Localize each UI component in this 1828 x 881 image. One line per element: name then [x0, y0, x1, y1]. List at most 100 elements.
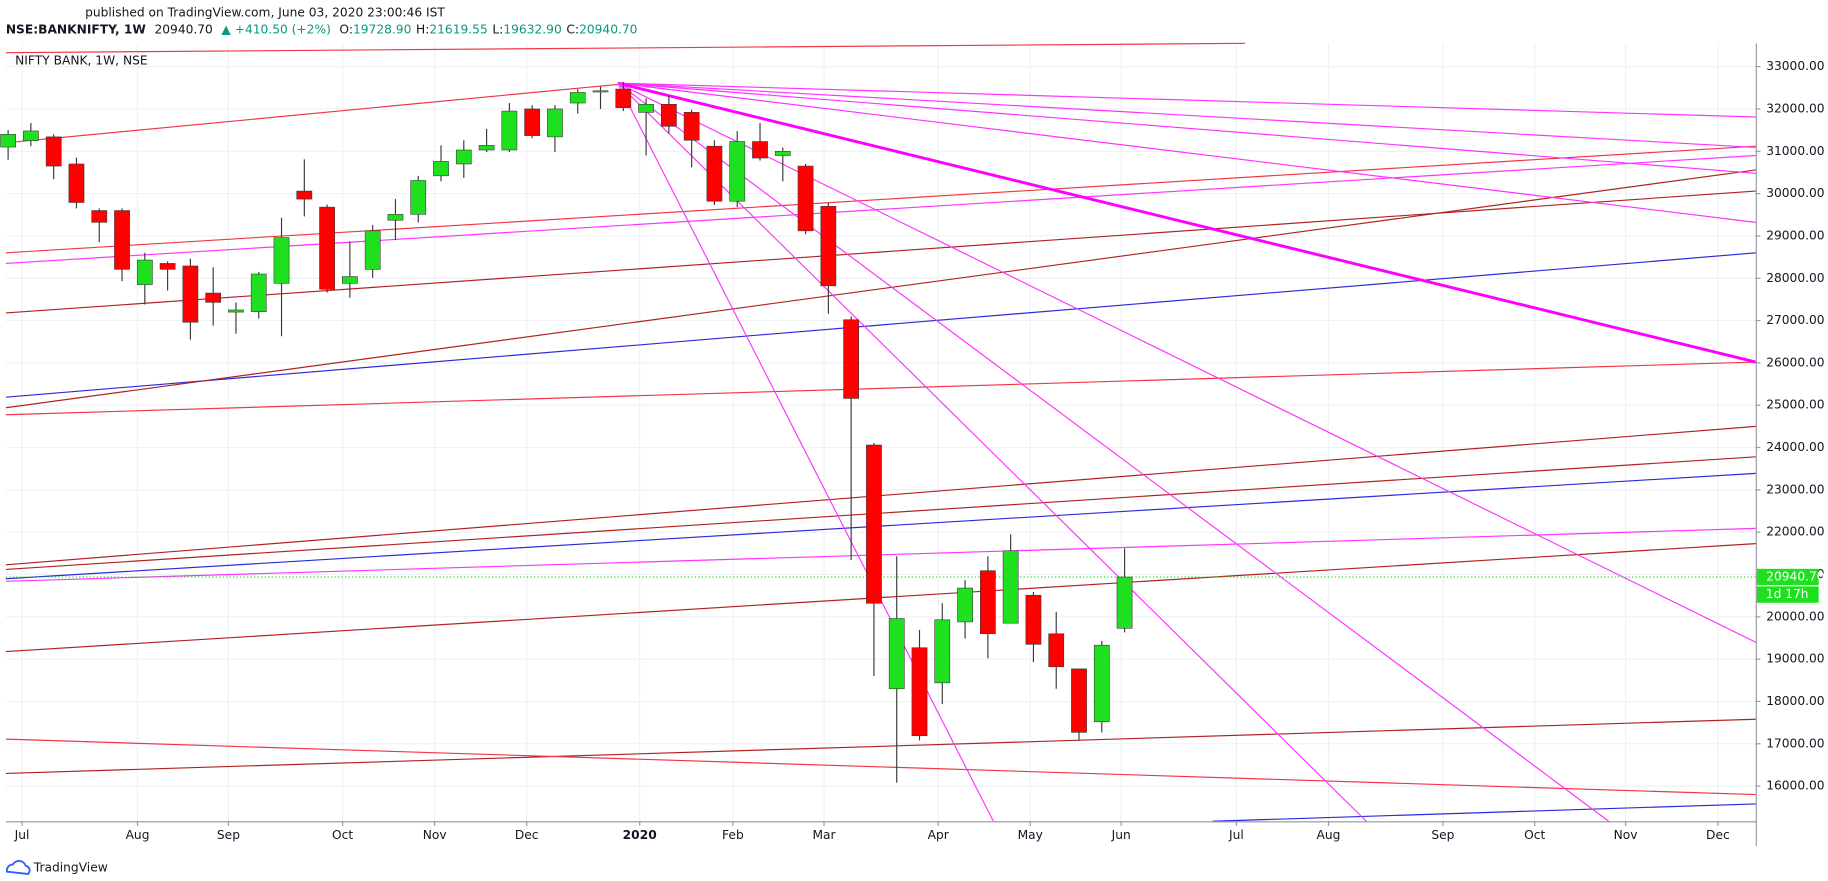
candle-body: [547, 108, 563, 138]
candle-body: [592, 90, 609, 93]
y-tick-label: 25000.00: [1766, 398, 1824, 412]
candle-body: [114, 210, 130, 270]
candle-body: [387, 214, 404, 221]
trendline: [5, 252, 1756, 398]
brand: TradingView: [33, 861, 108, 875]
candle-body: [250, 273, 267, 312]
x-tick-label: Feb: [722, 828, 744, 842]
trendline: [5, 154, 1756, 265]
price-axis-border: [1755, 43, 1757, 846]
x-tick-label: Jun: [1111, 828, 1131, 842]
last-price-box: [1756, 568, 1819, 586]
ohlc-label: L:: [492, 22, 503, 36]
x-tick-label: Mar: [812, 828, 836, 842]
y-tick-label: 22000.00: [1766, 525, 1824, 539]
candle-body: [888, 618, 905, 690]
candle-body: [752, 141, 768, 159]
y-tick-label: 27000.00: [1766, 313, 1824, 327]
trendline: [617, 81, 1757, 364]
x-tick-label: Sep: [1431, 828, 1454, 842]
last: 20940.70: [154, 22, 212, 36]
x-tick-label: Dec: [1706, 828, 1730, 842]
candle-body: [661, 103, 677, 127]
x-tick-label: Nov: [1614, 828, 1638, 842]
x-tick-label: Dec: [515, 828, 539, 842]
symbol-line: NSE:BANKNIFTY, 1W 20940.70 ▲ +410.50 (+2…: [6, 22, 638, 36]
x-tick-label: Apr: [928, 828, 950, 842]
y-tick-label: 16000.00: [1766, 779, 1824, 793]
y-tick-label: 28000.00: [1766, 271, 1824, 285]
logo: TradingView: [5, 859, 108, 875]
trendline: [5, 190, 1756, 314]
candle-body: [1116, 576, 1133, 629]
trendline: [5, 83, 618, 144]
candle-body: [296, 190, 313, 200]
x-tick-label: Jul: [14, 828, 30, 842]
grid: [5, 43, 1756, 822]
candle-body: [524, 108, 541, 136]
symbol: NSE:BANKNIFTY, 1W: [6, 22, 147, 36]
candle-body: [433, 161, 449, 177]
trendline: [5, 361, 1756, 416]
y-tick-label: 19000.00: [1766, 652, 1824, 666]
ohlc-value: 19632.90: [503, 22, 561, 36]
trendline: [617, 82, 1367, 822]
x-tick-label: Jul: [1228, 828, 1244, 842]
trendline: [5, 718, 1756, 775]
trendline: [1212, 803, 1756, 822]
time-axis-border: [5, 821, 1757, 823]
candle-body: [979, 570, 996, 635]
x-tick-label: Sep: [217, 828, 240, 842]
candle-body: [501, 110, 518, 151]
x-tick-label: Aug: [126, 828, 150, 842]
candle-body: [774, 150, 791, 156]
change: ▲ +410.50 (+2%): [221, 22, 330, 36]
candle-body: [1048, 633, 1065, 668]
candle-body: [455, 149, 472, 165]
trendline: [617, 82, 1610, 822]
y-tick-label: 32000.00: [1766, 101, 1824, 115]
candle-body: [23, 130, 39, 141]
candle-body: [342, 276, 358, 284]
y-tick-label: 17000.00: [1766, 736, 1824, 750]
y-tick-label: 30000.00: [1766, 186, 1824, 200]
trendline: [5, 738, 1756, 796]
candle-body: [45, 136, 62, 167]
candle-body: [638, 103, 654, 113]
trendline: [617, 82, 994, 822]
y-tick-label: 26000.00: [1766, 355, 1824, 369]
ohlc-value: 20940.70: [579, 22, 637, 36]
candle-body: [182, 265, 199, 323]
ohlc-label: H:: [416, 22, 429, 36]
candle-body: [843, 319, 860, 399]
trendline: [617, 82, 1756, 118]
candle-body: [797, 165, 814, 232]
candle-body: [0, 134, 16, 148]
countdown-box: [1756, 586, 1819, 603]
candle-body: [273, 237, 290, 284]
y-tick-label: 20000.00: [1766, 609, 1824, 623]
countdown-label: 1d 17h: [1766, 587, 1809, 601]
candle-body: [569, 92, 586, 104]
candle-body: [68, 163, 85, 203]
last-price-label: 20940.70: [1766, 569, 1824, 583]
axes: 16000.00 17000.00 18000.00 19000.00 20000.00…: [14, 59, 1825, 842]
candle-body: [866, 444, 882, 604]
candle-body: [136, 259, 153, 285]
candle-body: [159, 263, 176, 270]
trendline: [617, 82, 1756, 223]
candle-body: [729, 141, 746, 202]
candle-body: [1025, 594, 1042, 645]
x-tick-label: 2020: [623, 828, 657, 842]
candle-body: [1093, 644, 1110, 723]
candle-body: [205, 292, 222, 303]
candle-body: [410, 180, 427, 215]
ohlc: O:19728.90 H:21619.55 L:19632.90 C:20940.70: [339, 22, 637, 36]
y-tick-label: 18000.00: [1766, 694, 1824, 708]
trendline: [5, 145, 1756, 254]
trendline: [5, 169, 1756, 409]
published: published on TradingView.com, June 03, 2…: [85, 5, 445, 19]
